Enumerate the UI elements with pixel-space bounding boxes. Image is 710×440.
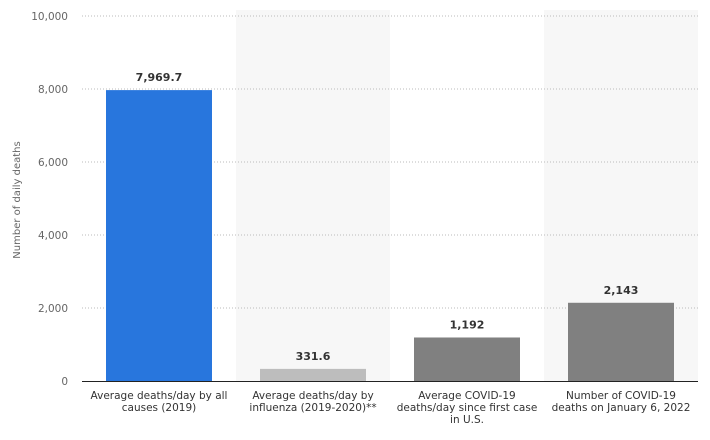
- data-label: 1,192: [450, 318, 485, 331]
- bar: [414, 337, 520, 381]
- data-label: 331.6: [296, 350, 331, 363]
- y-tick-label: 6,000: [38, 157, 68, 169]
- bar: [260, 368, 366, 381]
- y-axis-title: Number of daily deaths: [12, 141, 23, 258]
- data-label: 2,143: [604, 284, 639, 297]
- category-band: [236, 10, 390, 381]
- y-tick-label: 8,000: [38, 84, 68, 96]
- data-label: 7,969.7: [136, 71, 183, 84]
- x-tick-label: Average COVID-19 deaths/day since first c…: [397, 390, 538, 426]
- y-tick-label: 10,000: [31, 11, 68, 23]
- y-tick-label: 2,000: [38, 303, 68, 315]
- y-tick-label: 4,000: [38, 230, 68, 242]
- bar: [106, 90, 212, 381]
- bar: [568, 302, 674, 381]
- x-tick-label: Number of COVID-19 deaths on January 6, 2…: [552, 390, 691, 414]
- x-tick-label: Average deaths/day by all causes (2019): [91, 390, 228, 414]
- y-tick-label: 0: [61, 376, 68, 388]
- x-tick-label: Average deaths/day by influenza (2019-202…: [249, 390, 376, 414]
